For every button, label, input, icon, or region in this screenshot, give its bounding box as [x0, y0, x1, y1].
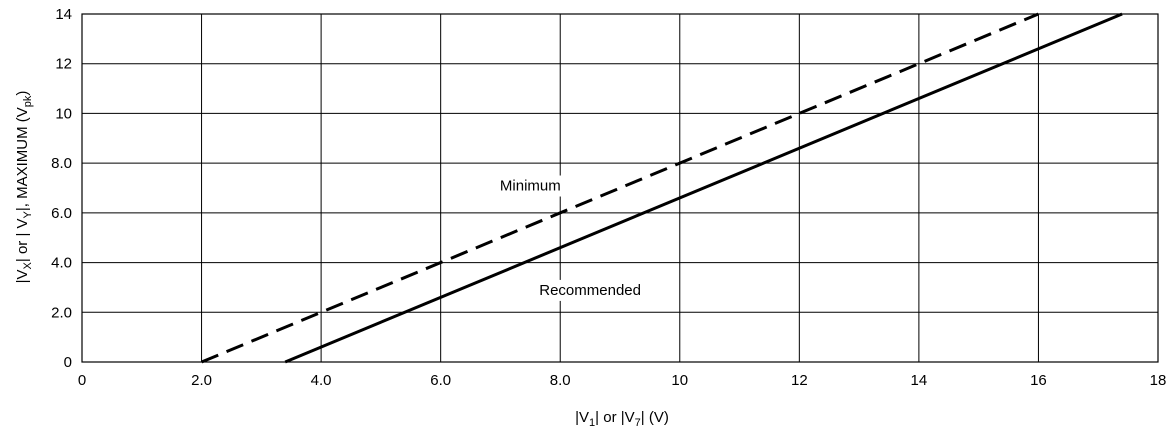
axis-label-part: 7 — [635, 417, 641, 429]
y-tick-label: 12 — [55, 56, 72, 73]
x-tick-label: 16 — [1030, 372, 1047, 389]
y-tick-label: 0 — [64, 354, 72, 371]
x-tick-label: 2.0 — [191, 372, 212, 389]
axis-label-part: 1 — [589, 417, 595, 429]
x-tick-label: 10 — [671, 372, 688, 389]
x-axis-label: |V1| or |V7| (V) — [575, 409, 669, 429]
axis-label-part: |, MAXIMUM (V — [14, 107, 31, 211]
y-tick-label: 8.0 — [51, 155, 72, 172]
x-tick-label: 12 — [791, 372, 808, 389]
axis-label-part: |V — [575, 409, 589, 426]
y-tick-label: 14 — [55, 6, 72, 23]
annotation-recommended: Recommended — [539, 282, 641, 299]
grid — [81, 13, 1159, 363]
y-tick-label: 6.0 — [51, 205, 72, 222]
x-tick-label: 8.0 — [550, 372, 571, 389]
series-line-minimum — [201, 12, 1039, 364]
y-tick-labels: 0 2.0 4.0 6.0 8.0 10 12 14 — [51, 6, 72, 371]
annotation-background — [495, 175, 565, 197]
series-layer — [201, 12, 1123, 364]
x-tick-label: 6.0 — [430, 372, 451, 389]
axis-label-part: | or | V — [14, 218, 31, 262]
y-tick-label: 4.0 — [51, 255, 72, 272]
x-tick-label: 4.0 — [311, 372, 332, 389]
y-tick-label: 10 — [55, 105, 72, 122]
series-line-recommended — [284, 12, 1123, 364]
x-tick-label: 0 — [78, 372, 86, 389]
annotation-minimum: Minimum — [500, 178, 561, 195]
axis-label-part: X — [22, 261, 34, 269]
plot-frame — [81, 13, 1159, 363]
axis-label-part: | (V) — [641, 409, 669, 426]
axis-label-part: ) — [14, 91, 31, 96]
axis-label-part: | or |V — [595, 409, 634, 426]
annotation-background — [535, 279, 645, 301]
x-tick-labels: 0 2.0 4.0 6.0 8.0 10 12 14 16 18 — [78, 372, 1167, 389]
axis-label-part: pk — [22, 95, 34, 107]
y-tick-label: 2.0 — [51, 304, 72, 321]
y-axis-label: |VX| or | VY|, MAXIMUM (Vpk) — [14, 91, 34, 284]
axis-label-part: |V — [14, 269, 31, 283]
x-tick-label: 18 — [1150, 372, 1167, 389]
axis-label-part: Y — [22, 210, 34, 218]
x-tick-label: 14 — [911, 372, 928, 389]
annotations: Minimum Recommended — [495, 175, 645, 301]
